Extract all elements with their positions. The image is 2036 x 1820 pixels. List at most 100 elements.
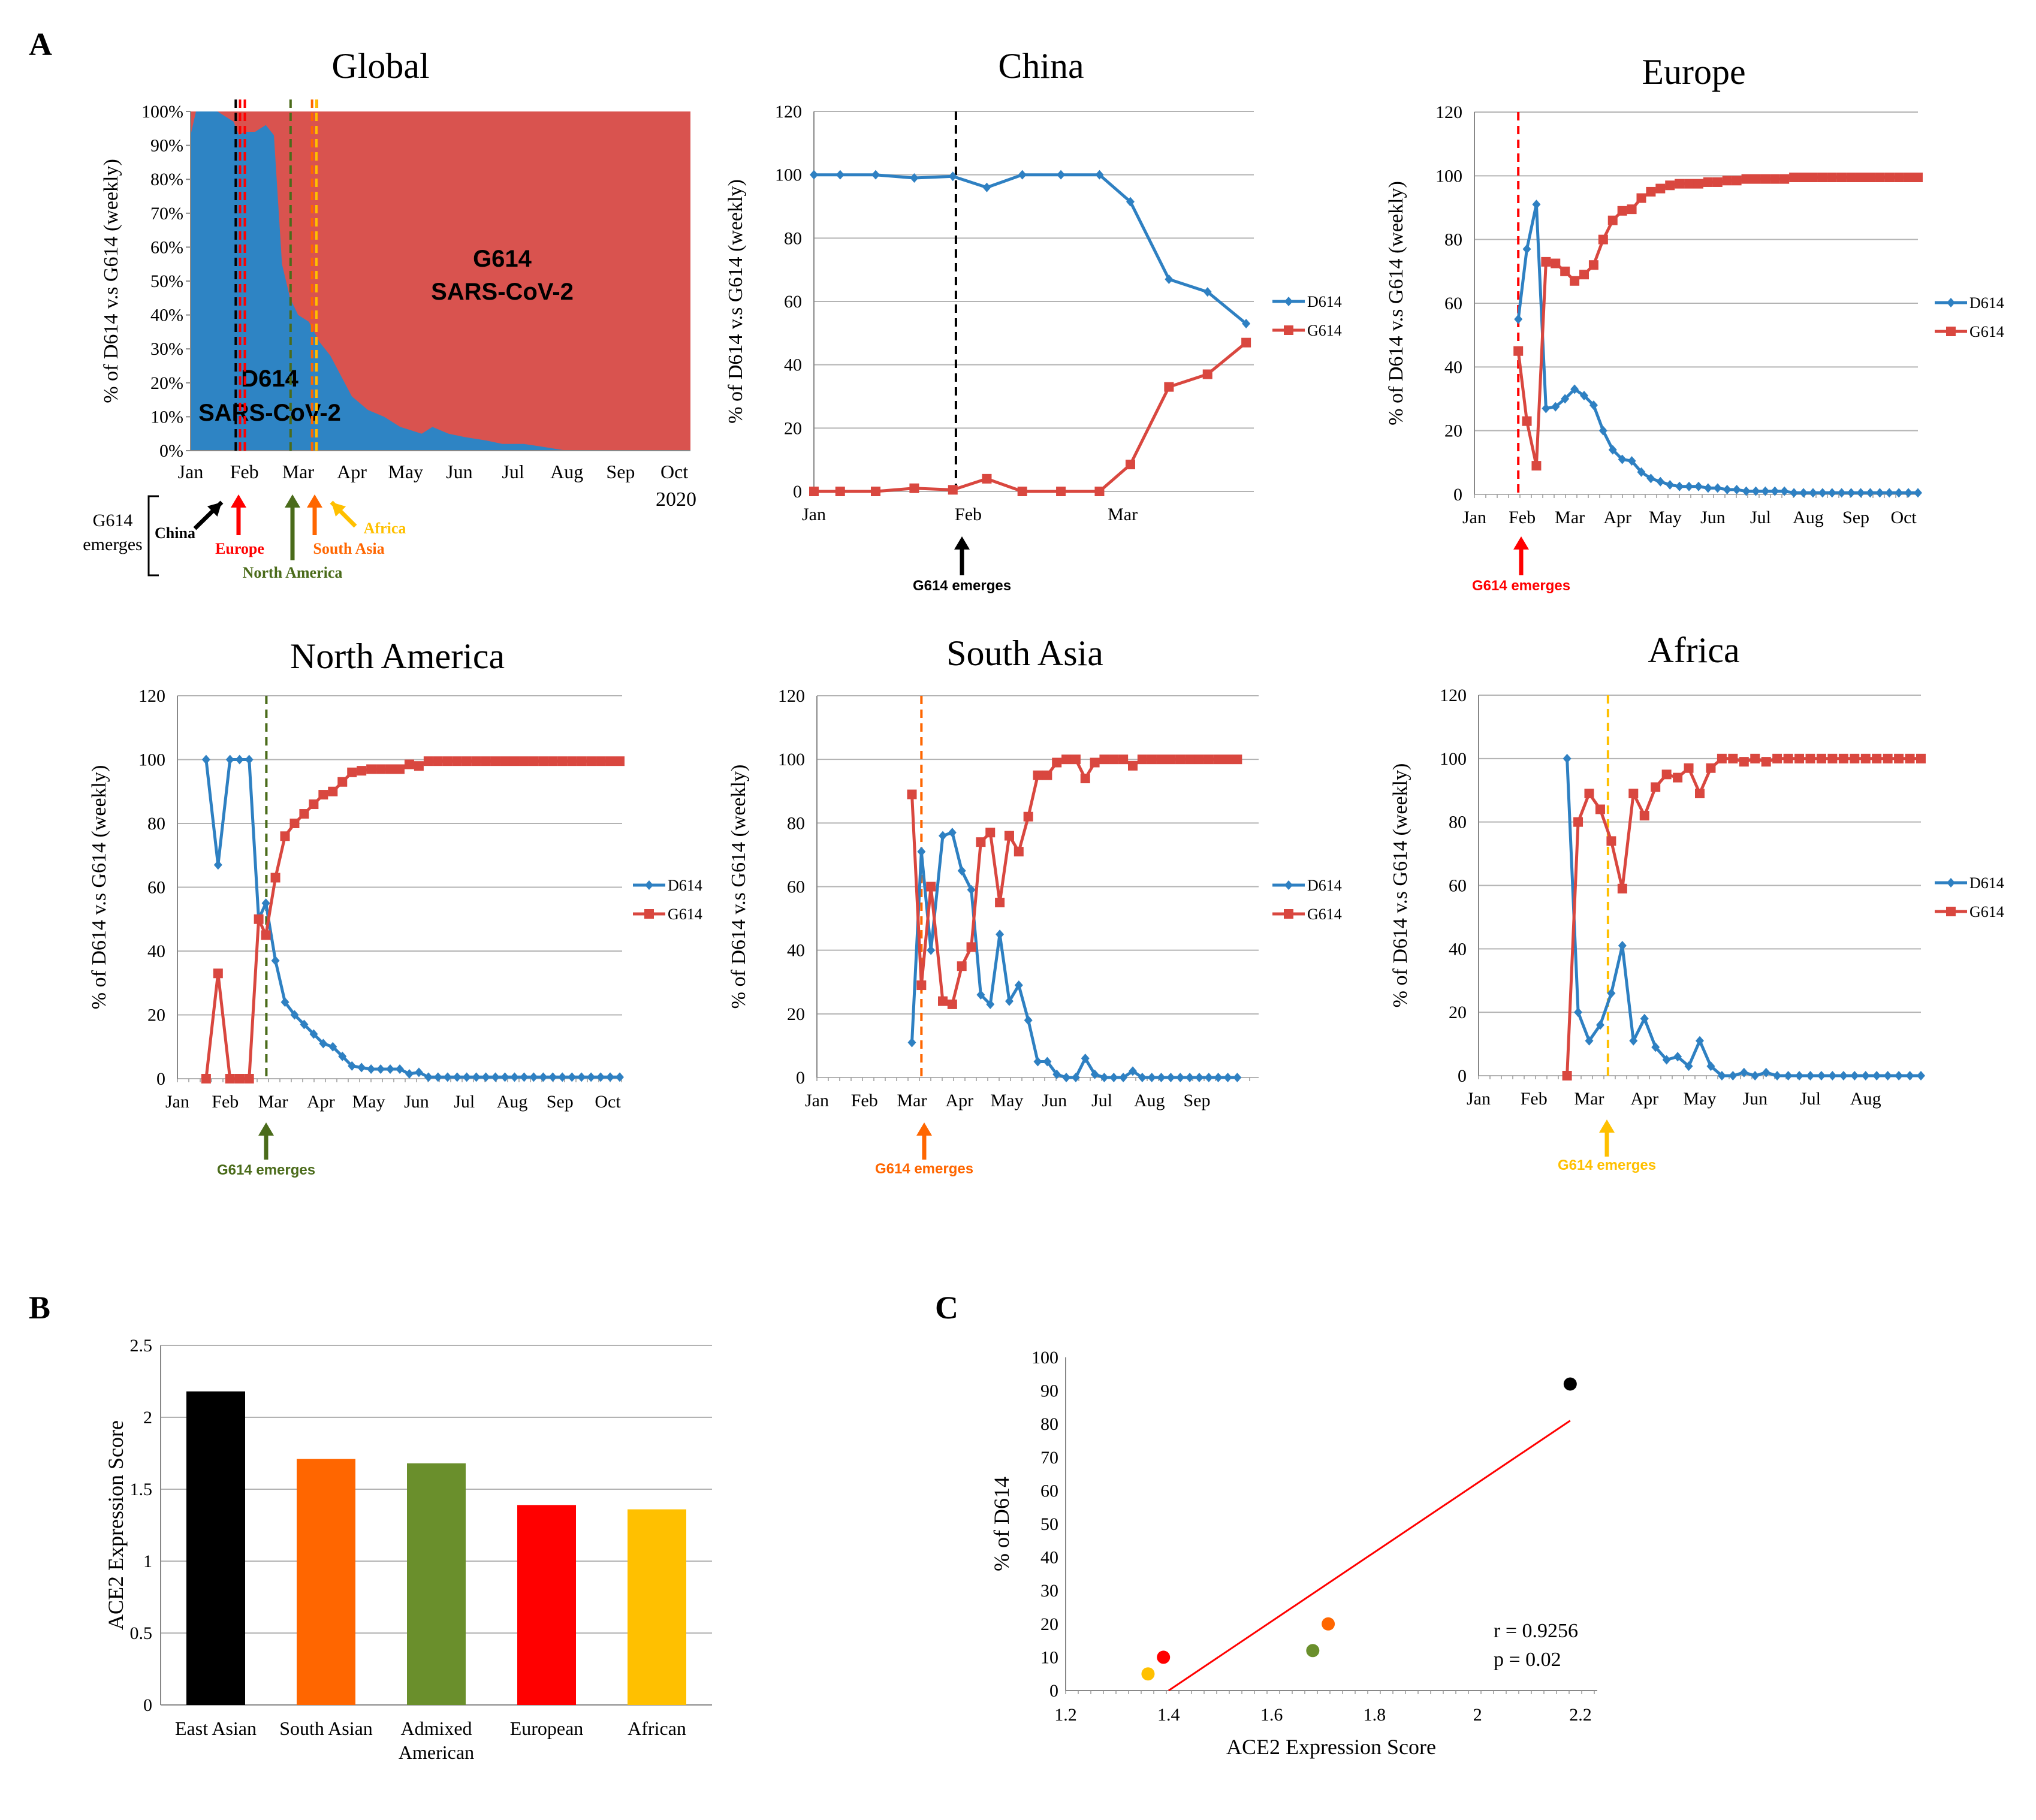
north-america-d614-point (245, 754, 254, 765)
africa-x-tick-label: Aug (1850, 1089, 1881, 1109)
south-asia-g614-point (995, 898, 1005, 908)
africa-d614-point (1761, 1067, 1770, 1077)
panels-layer: 0% 10% 20% 30% 40% 50% 60% 70% 80% 90% 100% Jan Feb M… (83, 46, 2004, 1763)
north-america-d614-point (462, 1072, 471, 1082)
europe-d614-point (1570, 384, 1579, 394)
china-g614-point (1056, 487, 1066, 496)
china-g614-point (809, 487, 819, 496)
south-asia-d614-point (1024, 1015, 1033, 1025)
europe-y-axis-label: % of D614 v.s G614 (weekly) (1385, 181, 1407, 425)
china-emerges-arrow-head (954, 536, 970, 550)
north-america-x-tick-label: Sep (547, 1092, 574, 1112)
north-america-d614-point (510, 1072, 519, 1082)
d614-area-label: SARS-CoV-2 (198, 400, 341, 426)
north-america-d614-point (453, 1072, 462, 1082)
china-d614-point (1057, 170, 1066, 180)
europe-d614-point (1723, 485, 1732, 495)
europe-legend-g614-marker (1946, 327, 1956, 336)
europe-g614-point (1741, 174, 1751, 184)
y-tick-label: 30% (150, 339, 183, 359)
africa-y-axis-label: % of D614 v.s G614 (weekly) (1389, 763, 1411, 1008)
north-america-g614-point (538, 756, 548, 766)
north-america-d614-point (290, 1010, 299, 1020)
north-america-legend-g614-marker (644, 909, 654, 919)
south-asia-d614-point (1062, 1073, 1071, 1082)
y-tick-label: 20% (150, 373, 183, 393)
europe-d614-point (1522, 244, 1531, 254)
south-asia-g614-point (947, 999, 957, 1009)
china-g614-point (1202, 369, 1212, 379)
china-d614-point (1126, 197, 1135, 207)
africa-g614-point (1695, 789, 1705, 799)
europe-g614-point (1712, 177, 1723, 187)
north-america-g614-point (519, 756, 529, 766)
europe-d614-point (1589, 400, 1598, 411)
south-asia-x-tick-label: Aug (1134, 1091, 1165, 1110)
africa-g614-point (1595, 804, 1605, 814)
europe-g614-point (1522, 416, 1532, 426)
europe-d614-point (1818, 488, 1827, 498)
europe-g614-point (1875, 172, 1885, 182)
south-asia-title: South Asia (946, 633, 1103, 673)
africa-g614-point (1850, 753, 1860, 763)
africa-g614-point (1783, 753, 1793, 763)
africa-y-tick-label: 60 (1449, 876, 1467, 896)
africa-d614-point (1729, 1071, 1738, 1080)
north-america-y-tick-label: 80 (147, 814, 165, 834)
south-asia-d614-point (967, 885, 976, 895)
africa-d614-point (1773, 1071, 1782, 1080)
europe-title: Europe (1642, 52, 1745, 92)
scatter-y-tick-label: 60 (1040, 1481, 1058, 1501)
africa-g614-point (1860, 753, 1871, 763)
africa-g614-point (1728, 753, 1738, 763)
north-america-y-tick-label: 40 (147, 941, 165, 961)
x-tick-label: Feb (230, 461, 259, 482)
africa-d614-point (1751, 1071, 1760, 1080)
europe-d614-point (1532, 200, 1541, 210)
north-america-x-tick-label: Feb (212, 1092, 239, 1112)
south-asia-d614-point (907, 1037, 916, 1048)
north-america-g614-point (201, 1074, 211, 1083)
north-america-g614-point (225, 1074, 235, 1083)
africa-g614-line (1566, 757, 1921, 1076)
south-asia-g614-point (1004, 831, 1014, 841)
north-america-d614-point (433, 1072, 442, 1082)
north-america-g614-point (254, 914, 264, 924)
europe-g614-point (1570, 276, 1580, 286)
south-asia-g614-point (957, 961, 967, 971)
south-asia-g614-point (1052, 757, 1062, 768)
africa-g614-point (1661, 769, 1672, 780)
south-asia-d614-point (1166, 1073, 1175, 1082)
europe-d614-point (1646, 473, 1655, 484)
europe-y-tick-label: 20 (1444, 421, 1462, 441)
north-america-arrow-head (285, 494, 300, 508)
emerges-bracket (147, 495, 159, 577)
g614-area-label: SARS-CoV-2 (431, 279, 574, 305)
europe-g614-point (1817, 172, 1827, 182)
china-d614-point (835, 170, 844, 180)
south-asia-d614-point (1119, 1073, 1128, 1082)
south-asia-g614-point (1080, 774, 1090, 784)
africa-g614-point (1794, 753, 1805, 763)
north-america-d614-point (309, 1029, 318, 1039)
south-asia-y-tick-label: 120 (778, 686, 805, 706)
north-america-g614-point (244, 1074, 254, 1083)
north-america-d614-point (491, 1072, 500, 1082)
europe-g614-point (1551, 258, 1561, 268)
africa-y-tick-label: 20 (1449, 1003, 1467, 1022)
africa-y-tick-label: 100 (1440, 749, 1467, 769)
africa-g614-point (1739, 757, 1749, 767)
north-america-d614-point (300, 1019, 309, 1030)
panel-letter-b: B (29, 1290, 50, 1326)
south-asia-x-tick-label: Mar (897, 1091, 927, 1110)
x-tick-label: Jun (446, 461, 472, 482)
bar (407, 1463, 466, 1705)
africa-d614-point (1717, 1071, 1726, 1080)
europe-g614-point (1722, 176, 1732, 186)
europe-x-tick-label: Jan (1462, 508, 1486, 527)
north-america-g614-point (442, 756, 453, 766)
north-america-d614-point (225, 754, 234, 765)
south-asia-g614-point (1156, 754, 1166, 765)
south-asia-emerges-arrow-head (916, 1122, 932, 1136)
south-asia-d614-point (1195, 1073, 1203, 1082)
